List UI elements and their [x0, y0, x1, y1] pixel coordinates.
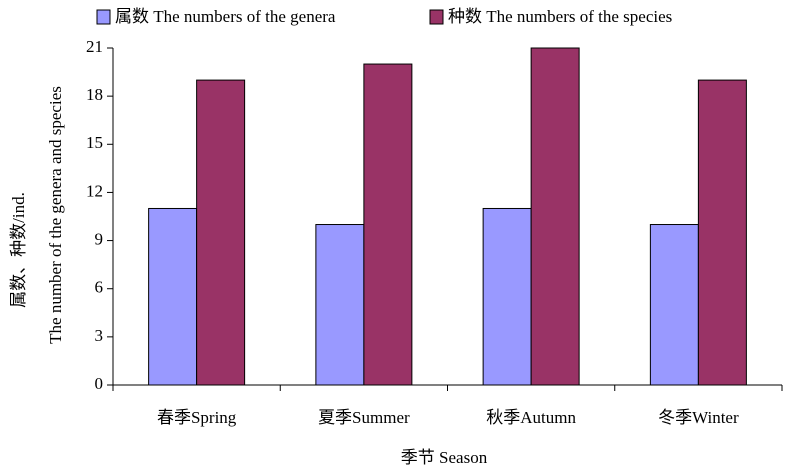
legend-label: 种数 The numbers of the species — [448, 7, 672, 26]
legend-swatch — [96, 9, 111, 25]
y-tick-label: 3 — [95, 326, 104, 345]
legend-label: 属数 The numbers of the genera — [115, 7, 336, 26]
x-axis-label: 季节 Season — [401, 448, 488, 467]
x-tick-label: 夏季Summer — [318, 408, 410, 427]
y-tick-label: 15 — [86, 133, 103, 152]
legend-swatch — [429, 9, 444, 25]
bar — [315, 224, 365, 386]
bar — [148, 207, 198, 386]
y-tick-label: 21 — [86, 37, 103, 56]
y-tick-label: 9 — [95, 229, 104, 248]
y-tick-label: 12 — [86, 181, 103, 200]
bar — [196, 79, 246, 386]
bar — [363, 63, 413, 386]
y-tick-label: 18 — [86, 85, 103, 104]
y-tick-label: 0 — [95, 374, 104, 393]
y-axis-label: The number of the genera and species — [46, 86, 65, 344]
bar — [530, 47, 580, 386]
x-tick-label: 春季Spring — [157, 408, 237, 427]
bar — [649, 224, 699, 386]
x-tick-label: 冬季Winter — [658, 408, 739, 427]
bar — [482, 207, 532, 386]
x-tick-label: 秋季Autumn — [486, 408, 576, 427]
y-axis-label: 属数、种数/ind. — [9, 192, 28, 308]
y-tick-label: 6 — [95, 278, 104, 297]
bar — [697, 79, 747, 386]
